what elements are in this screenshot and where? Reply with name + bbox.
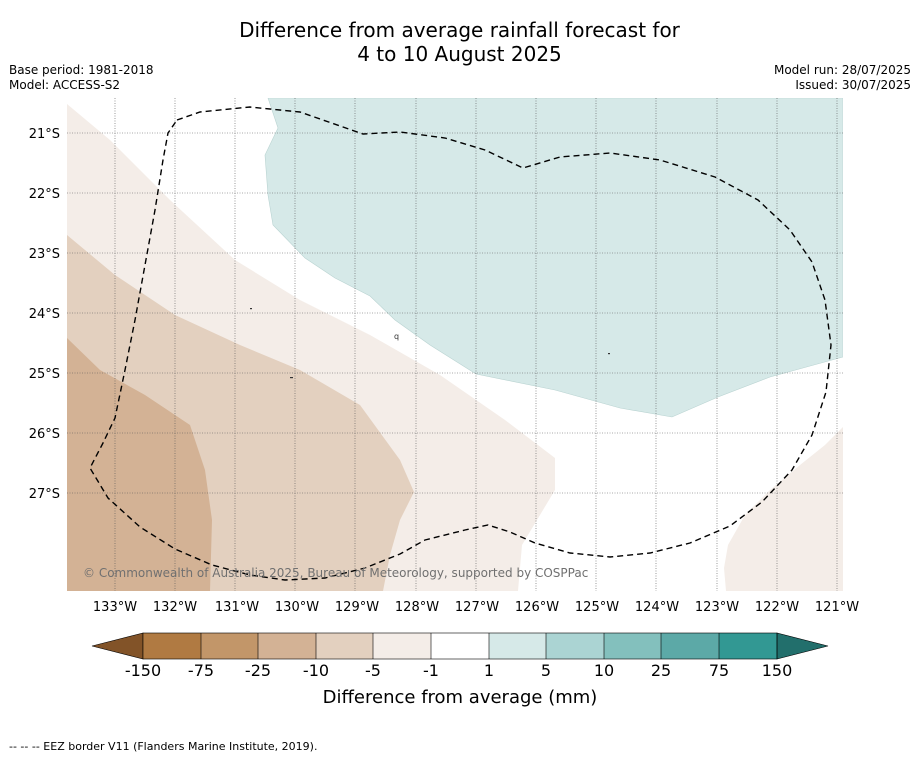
colorbar-extend-high (776, 632, 829, 660)
colorbar-segment (546, 633, 604, 659)
colorbar-segment (604, 633, 661, 659)
metadata-right: Model run: 28/07/2025 Issued: 30/07/2025 (774, 63, 911, 93)
lat-label: 23°S (29, 247, 60, 262)
base-period: Base period: 1981-2018 (9, 63, 154, 77)
lon-label: 132°W (153, 600, 197, 615)
lon-label: 128°W (395, 600, 439, 615)
colorbar-tick: 10 (594, 661, 614, 680)
shade-minus1-minus5-east (724, 427, 843, 591)
chart-title: Difference from average rainfall forecas… (0, 18, 919, 66)
lon-label: 133°W (93, 600, 137, 615)
lon-label: 122°W (755, 600, 799, 615)
model-run: Model run: 28/07/2025 (773, 63, 911, 77)
longitude-labels: 133°W 132°W 131°W 130°W 129°W 128°W 127°… (93, 600, 859, 615)
colorbar-tick: -1 (423, 661, 439, 680)
colorbar-segment (201, 633, 258, 659)
issued-date: Issued: 30/07/2025 (795, 78, 911, 92)
model-name: Model: ACCESS-S2 (9, 78, 121, 92)
colorbar-ticks: -150 -75 -25 -10 -5 -1 1 5 10 25 75 150 (125, 661, 792, 680)
colorbar-segment (373, 633, 431, 659)
island-marks: q (250, 308, 610, 379)
lon-label: 123°W (695, 600, 739, 615)
colorbar-tick: 25 (651, 661, 671, 680)
colorbar-segment (719, 633, 777, 659)
colorbar-tick: -10 (303, 661, 329, 680)
colorbar-segment (143, 633, 201, 659)
colorbar-segment (661, 633, 719, 659)
lat-label: 24°S (29, 307, 60, 322)
colorbar-segment (258, 633, 316, 659)
colorbar: -150 -75 -25 -10 -5 -1 1 5 10 25 75 150 … (91, 632, 829, 708)
metadata-left: Base period: 1981-2018 Model: ACCESS-S2 (9, 63, 154, 93)
colorbar-tick: -5 (365, 661, 381, 680)
colorbar-segment (431, 633, 489, 659)
shade-minus10-minus25 (67, 338, 212, 591)
lat-label: 26°S (29, 427, 60, 442)
lon-label: 125°W (575, 600, 619, 615)
title-line-2: 4 to 10 August 2025 (357, 42, 562, 66)
lon-label: 127°W (455, 600, 499, 615)
colorbar-segment (489, 633, 546, 659)
lon-label: 131°W (215, 600, 259, 615)
colorbar-tick: -25 (245, 661, 271, 680)
colorbar-label: Difference from average (mm) (323, 687, 598, 708)
colorbar-extend-low (91, 632, 144, 660)
colorbar-tick: 150 (762, 661, 793, 680)
lon-label: 124°W (635, 600, 679, 615)
copyright-text: © Commonwealth of Australia 2025, Bureau… (83, 566, 588, 580)
colorbar-tick: -75 (188, 661, 214, 680)
colorbar-tick: 75 (709, 661, 729, 680)
colorbar-tick: 1 (484, 661, 494, 680)
colorbar-tick: -150 (125, 661, 161, 680)
eez-border (89, 106, 832, 581)
gridlines (67, 98, 843, 591)
map-plot: q © Commonwealth of Australia 2025, Bure… (67, 98, 843, 591)
lat-label: 21°S (29, 127, 60, 142)
lon-label: 121°W (815, 600, 859, 615)
lat-label: 25°S (29, 367, 60, 382)
title-line-1: Difference from average rainfall forecas… (239, 18, 680, 42)
lon-label: 130°W (275, 600, 319, 615)
lon-label: 129°W (335, 600, 379, 615)
colorbar-tick: 5 (541, 661, 551, 680)
lat-label: 27°S (29, 487, 60, 502)
lat-label: 22°S (29, 187, 60, 202)
colorbar-outline (142, 632, 778, 660)
eez-legend-note: -- -- -- EEZ border V11 (Flanders Marine… (9, 740, 318, 753)
latitude-labels: 21°S 22°S 23°S 24°S 25°S 26°S 27°S (29, 127, 60, 502)
shade-plus1-plus5 (264, 98, 843, 418)
colorbar-segment (316, 633, 373, 659)
svg-text:q: q (394, 332, 399, 341)
lon-label: 126°W (515, 600, 559, 615)
